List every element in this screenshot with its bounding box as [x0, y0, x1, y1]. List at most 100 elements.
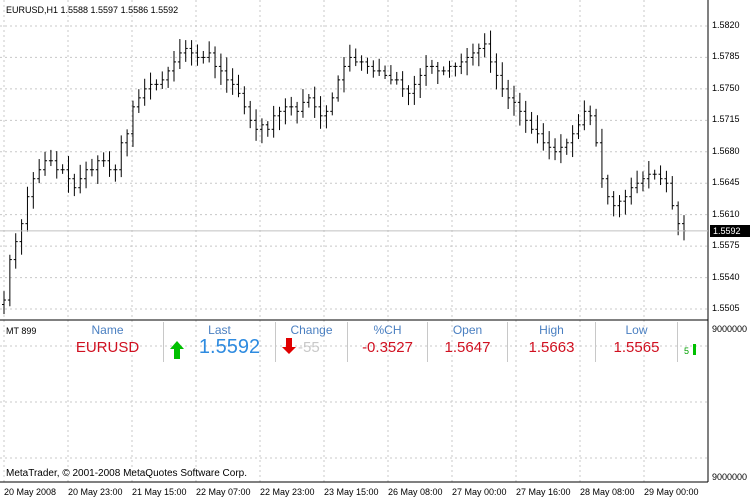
ohlc-bar — [242, 86, 247, 115]
ohlc-bar — [406, 85, 411, 106]
percent-change-cell: %CH -0.3527 — [348, 322, 428, 362]
ohlc-bar — [84, 161, 89, 189]
ohlc-bar — [570, 125, 575, 158]
ohlc-bar — [541, 123, 546, 151]
ohlc-bar — [435, 61, 440, 84]
time-tick-label: 29 May 00:00 — [644, 487, 699, 497]
name-cell: Name EURUSD — [52, 322, 164, 362]
ohlc-bar — [48, 149, 53, 167]
ohlc-bar — [576, 114, 581, 140]
ohlc-bar — [177, 39, 182, 70]
time-tick-label: 26 May 08:00 — [388, 487, 443, 497]
time-tick-label: 23 May 15:00 — [324, 487, 379, 497]
ohlc-bar — [377, 58, 382, 76]
ohlc-bar — [289, 96, 294, 116]
ohlc-bar — [259, 118, 264, 144]
ohlc-bar — [66, 156, 71, 193]
change-value: -55 — [298, 339, 320, 356]
ohlc-bar — [353, 48, 358, 67]
ohlc-bar — [95, 155, 100, 184]
indicator-axis-top: 9000000 — [712, 324, 748, 334]
ohlc-bar — [453, 62, 458, 77]
name-value: EURUSD — [75, 339, 140, 356]
ohlc-bar — [25, 186, 30, 232]
ohlc-bar — [441, 66, 446, 76]
open-header: Open — [452, 323, 483, 337]
low-value: 1.5565 — [613, 339, 660, 356]
ohlc-bar — [37, 159, 42, 184]
ohlc-bar — [224, 57, 229, 93]
ohlc-bar — [101, 152, 106, 167]
price-tick-label: 1.5645 — [712, 177, 740, 188]
ohlc-bar — [189, 40, 194, 66]
ohlc-bar — [670, 176, 675, 210]
low-cell: Low 1.5565 — [596, 322, 678, 362]
ohlc-bar — [523, 100, 528, 133]
change-header: Change — [290, 323, 333, 337]
ohlc-bar — [424, 55, 429, 86]
time-tick-label: 22 May 07:00 — [196, 487, 251, 497]
ohlc-bar — [476, 43, 481, 67]
ohlc-bar — [336, 75, 341, 102]
open-cell: Open 1.5647 — [428, 322, 508, 362]
ohlc-bar — [412, 75, 417, 105]
ohlc-bar — [330, 92, 335, 116]
ohlc-bar — [676, 201, 681, 236]
price-tick-label: 1.5610 — [712, 208, 740, 219]
ohlc-bar — [277, 106, 282, 131]
ohlc-bar — [218, 53, 223, 85]
ohlc-bar — [119, 135, 124, 178]
ohlc-bar — [283, 98, 288, 125]
ohlc-bar — [494, 53, 499, 90]
time-tick-label: 27 May 16:00 — [516, 487, 571, 497]
high-cell: High 1.5663 — [508, 322, 596, 362]
ohlc-bar — [43, 151, 48, 176]
quote-panel: Name EURUSD Last 1.5592 Change -55 %CH -… — [52, 322, 706, 362]
time-tick-label: 21 May 15:00 — [132, 487, 187, 497]
ohlc-bar — [236, 74, 241, 98]
ohlc-bar — [347, 44, 352, 72]
last-value: 1.5592 — [198, 336, 261, 358]
time-tick-label: 28 May 08:00 — [580, 487, 635, 497]
ohlc-bar — [265, 121, 270, 137]
ohlc-bar — [306, 93, 311, 108]
ohlc-bar — [535, 115, 540, 144]
ohlc-bar — [400, 71, 405, 97]
ohlc-bar — [254, 109, 259, 141]
change-cell: Change -55 — [276, 322, 348, 362]
ohlc-bar — [500, 62, 505, 97]
high-header: High — [539, 323, 564, 337]
low-header: Low — [625, 323, 648, 337]
percent-change-header: %CH — [373, 323, 402, 337]
high-value: 1.5663 — [528, 339, 575, 356]
ohlc-bar — [365, 57, 370, 74]
time-tick-label: 20 May 2008 — [4, 487, 57, 497]
ohlc-bar — [113, 164, 118, 182]
ohlc-bar — [166, 66, 171, 88]
ohlc-bar — [107, 151, 112, 177]
ohlc-bar — [300, 89, 305, 118]
indicator-name: MT 899 — [6, 326, 37, 336]
time-tick-label: 20 May 23:00 — [68, 487, 123, 497]
ohlc-bar — [207, 41, 212, 63]
ohlc-bar — [664, 170, 669, 193]
ohlc-bar — [652, 169, 657, 180]
ohlc-bar — [388, 65, 393, 85]
price-tick-label: 1.5785 — [712, 51, 740, 62]
ohlc-bar — [324, 105, 329, 129]
ohlc-bar — [529, 111, 534, 134]
ohlc-bar — [195, 44, 200, 66]
ohlc-bar — [459, 53, 464, 75]
indicator-axis-bottom: 9000000 — [712, 472, 748, 482]
price-tick-label: 1.5820 — [712, 19, 740, 30]
ohlc-bar — [54, 151, 59, 179]
price-tick-label: 1.5750 — [712, 82, 740, 93]
ohlc-bar — [605, 174, 610, 205]
ohlc-bar — [19, 219, 24, 255]
ohlc-bar — [594, 108, 599, 147]
ohlc-bar — [617, 195, 622, 218]
ohlc-bar — [78, 164, 83, 194]
down-arrow-icon — [282, 338, 296, 354]
